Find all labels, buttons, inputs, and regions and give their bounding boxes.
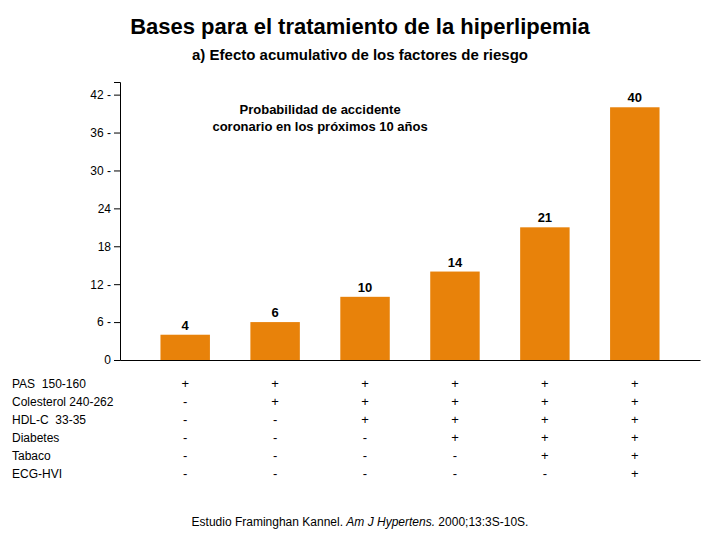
data-label: 10 [358, 280, 372, 295]
data-label: 14 [448, 255, 463, 270]
bar [520, 227, 569, 360]
y-tick-label: 6 - [97, 315, 111, 329]
y-tick: 18 [98, 240, 120, 254]
table-cell: + [631, 412, 639, 427]
table-row-label: Tabaco [12, 449, 51, 463]
table-cell: - [453, 448, 457, 463]
y-tick-label: 30 - [90, 164, 111, 178]
y-tick: 24 [98, 202, 120, 216]
table-row-label: PAS 150-160 [12, 377, 86, 391]
footer-part: Am J Hypertens. [345, 515, 435, 529]
bar [430, 272, 479, 360]
bar [340, 297, 389, 360]
table: PAS 150-160 + + + + + + Colesterol 240-262 - + + + +… [12, 376, 639, 481]
y-tick-mark [114, 246, 120, 247]
table-row-label: Colesterol 240-262 [12, 395, 114, 409]
table-row-label: Diabetes [12, 431, 59, 445]
footer-part: Estudio Framinghan Kannel. [192, 515, 347, 529]
y-tick-mark [114, 208, 120, 209]
table-cell: + [541, 430, 549, 445]
y-tick: 42 - [90, 88, 120, 102]
footer: Estudio Framinghan Kannel. Am J Hyperten… [192, 515, 529, 529]
x-axis [121, 360, 701, 361]
y-tick: 6 - [97, 315, 120, 329]
subtitle: a) Efecto acumulativo de los factores de… [192, 46, 528, 63]
table-cell: - [363, 466, 367, 481]
data-label: 6 [271, 305, 278, 320]
table-cell: - [363, 430, 367, 445]
table-cell: - [183, 466, 187, 481]
y-tick: 12 - [90, 278, 120, 292]
y-tick-label: 36 - [90, 126, 111, 140]
bars [160, 107, 659, 360]
table-cell: + [361, 376, 369, 391]
data-label: 4 [182, 318, 190, 333]
title: Bases para el tratamiento de la hiperlip… [130, 14, 590, 39]
chart: Bases para el tratamiento de la hiperlip… [0, 0, 720, 540]
table-cell: - [363, 448, 367, 463]
table-cell: + [541, 412, 549, 427]
y-axis-line [114, 83, 121, 361]
table-row-label: ECG-HVI [12, 467, 62, 481]
table-cell: + [181, 376, 189, 391]
table-cell: + [271, 376, 279, 391]
table-cell: + [451, 430, 459, 445]
y-tick-mark [114, 322, 120, 323]
table-cell: + [631, 394, 639, 409]
bar [160, 335, 209, 360]
table-cell: - [273, 430, 277, 445]
table-cell: - [273, 448, 277, 463]
table-cell: - [183, 394, 187, 409]
table-cell: + [541, 376, 549, 391]
y-tick-mark [114, 360, 120, 361]
table-cell: - [273, 412, 277, 427]
table-cell: - [183, 412, 187, 427]
table-cell: + [361, 394, 369, 409]
y-tick: 30 - [90, 164, 120, 178]
table-cell: - [183, 448, 187, 463]
table-cell: + [631, 466, 639, 481]
y-tick-label: 42 - [90, 88, 111, 102]
footer-part: 2000;13:3S-10S. [435, 515, 528, 529]
table-cell: - [273, 466, 277, 481]
table-cell: + [541, 394, 549, 409]
table-cell: + [631, 430, 639, 445]
y-tick-label: 0 [104, 353, 111, 367]
bar [250, 322, 299, 360]
table-cell: - [183, 430, 187, 445]
table-cell: - [453, 466, 457, 481]
table-cell: + [541, 448, 549, 463]
table-cell: + [271, 394, 279, 409]
table-row-label: HDL-C 33-35 [12, 413, 86, 427]
plot-area: 0 6 - 12 - 18 24 30 - 36 - 42 - 4 6 10 14 21 40 Probab… [90, 83, 700, 368]
data-label: 40 [628, 90, 642, 105]
y-tick-mark [114, 284, 120, 285]
data-label: 21 [538, 210, 552, 225]
y-tick-label: 18 [98, 240, 112, 254]
table-cell: + [451, 376, 459, 391]
bar [610, 107, 659, 360]
x-axis-line [121, 360, 701, 361]
y-tick-label: 12 - [90, 278, 111, 292]
table-cell: + [631, 376, 639, 391]
table-cell: + [361, 412, 369, 427]
y-tick: 0 [104, 353, 120, 367]
table-cell: + [451, 412, 459, 427]
y-tick-mark [114, 95, 120, 96]
annotation: Probabilidad de accidentecoronario en lo… [212, 102, 427, 134]
y-axis: 0 6 - 12 - 18 24 30 - 36 - 42 - [90, 83, 120, 368]
table-cell: + [631, 448, 639, 463]
y-tick-mark [114, 170, 120, 171]
y-tick-mark [114, 133, 120, 134]
table-cell: - [543, 466, 547, 481]
table-cell: + [451, 394, 459, 409]
data-labels: 4 6 10 14 21 40 [182, 90, 642, 332]
y-tick-label: 24 [98, 202, 112, 216]
y-tick: 36 - [90, 126, 120, 140]
